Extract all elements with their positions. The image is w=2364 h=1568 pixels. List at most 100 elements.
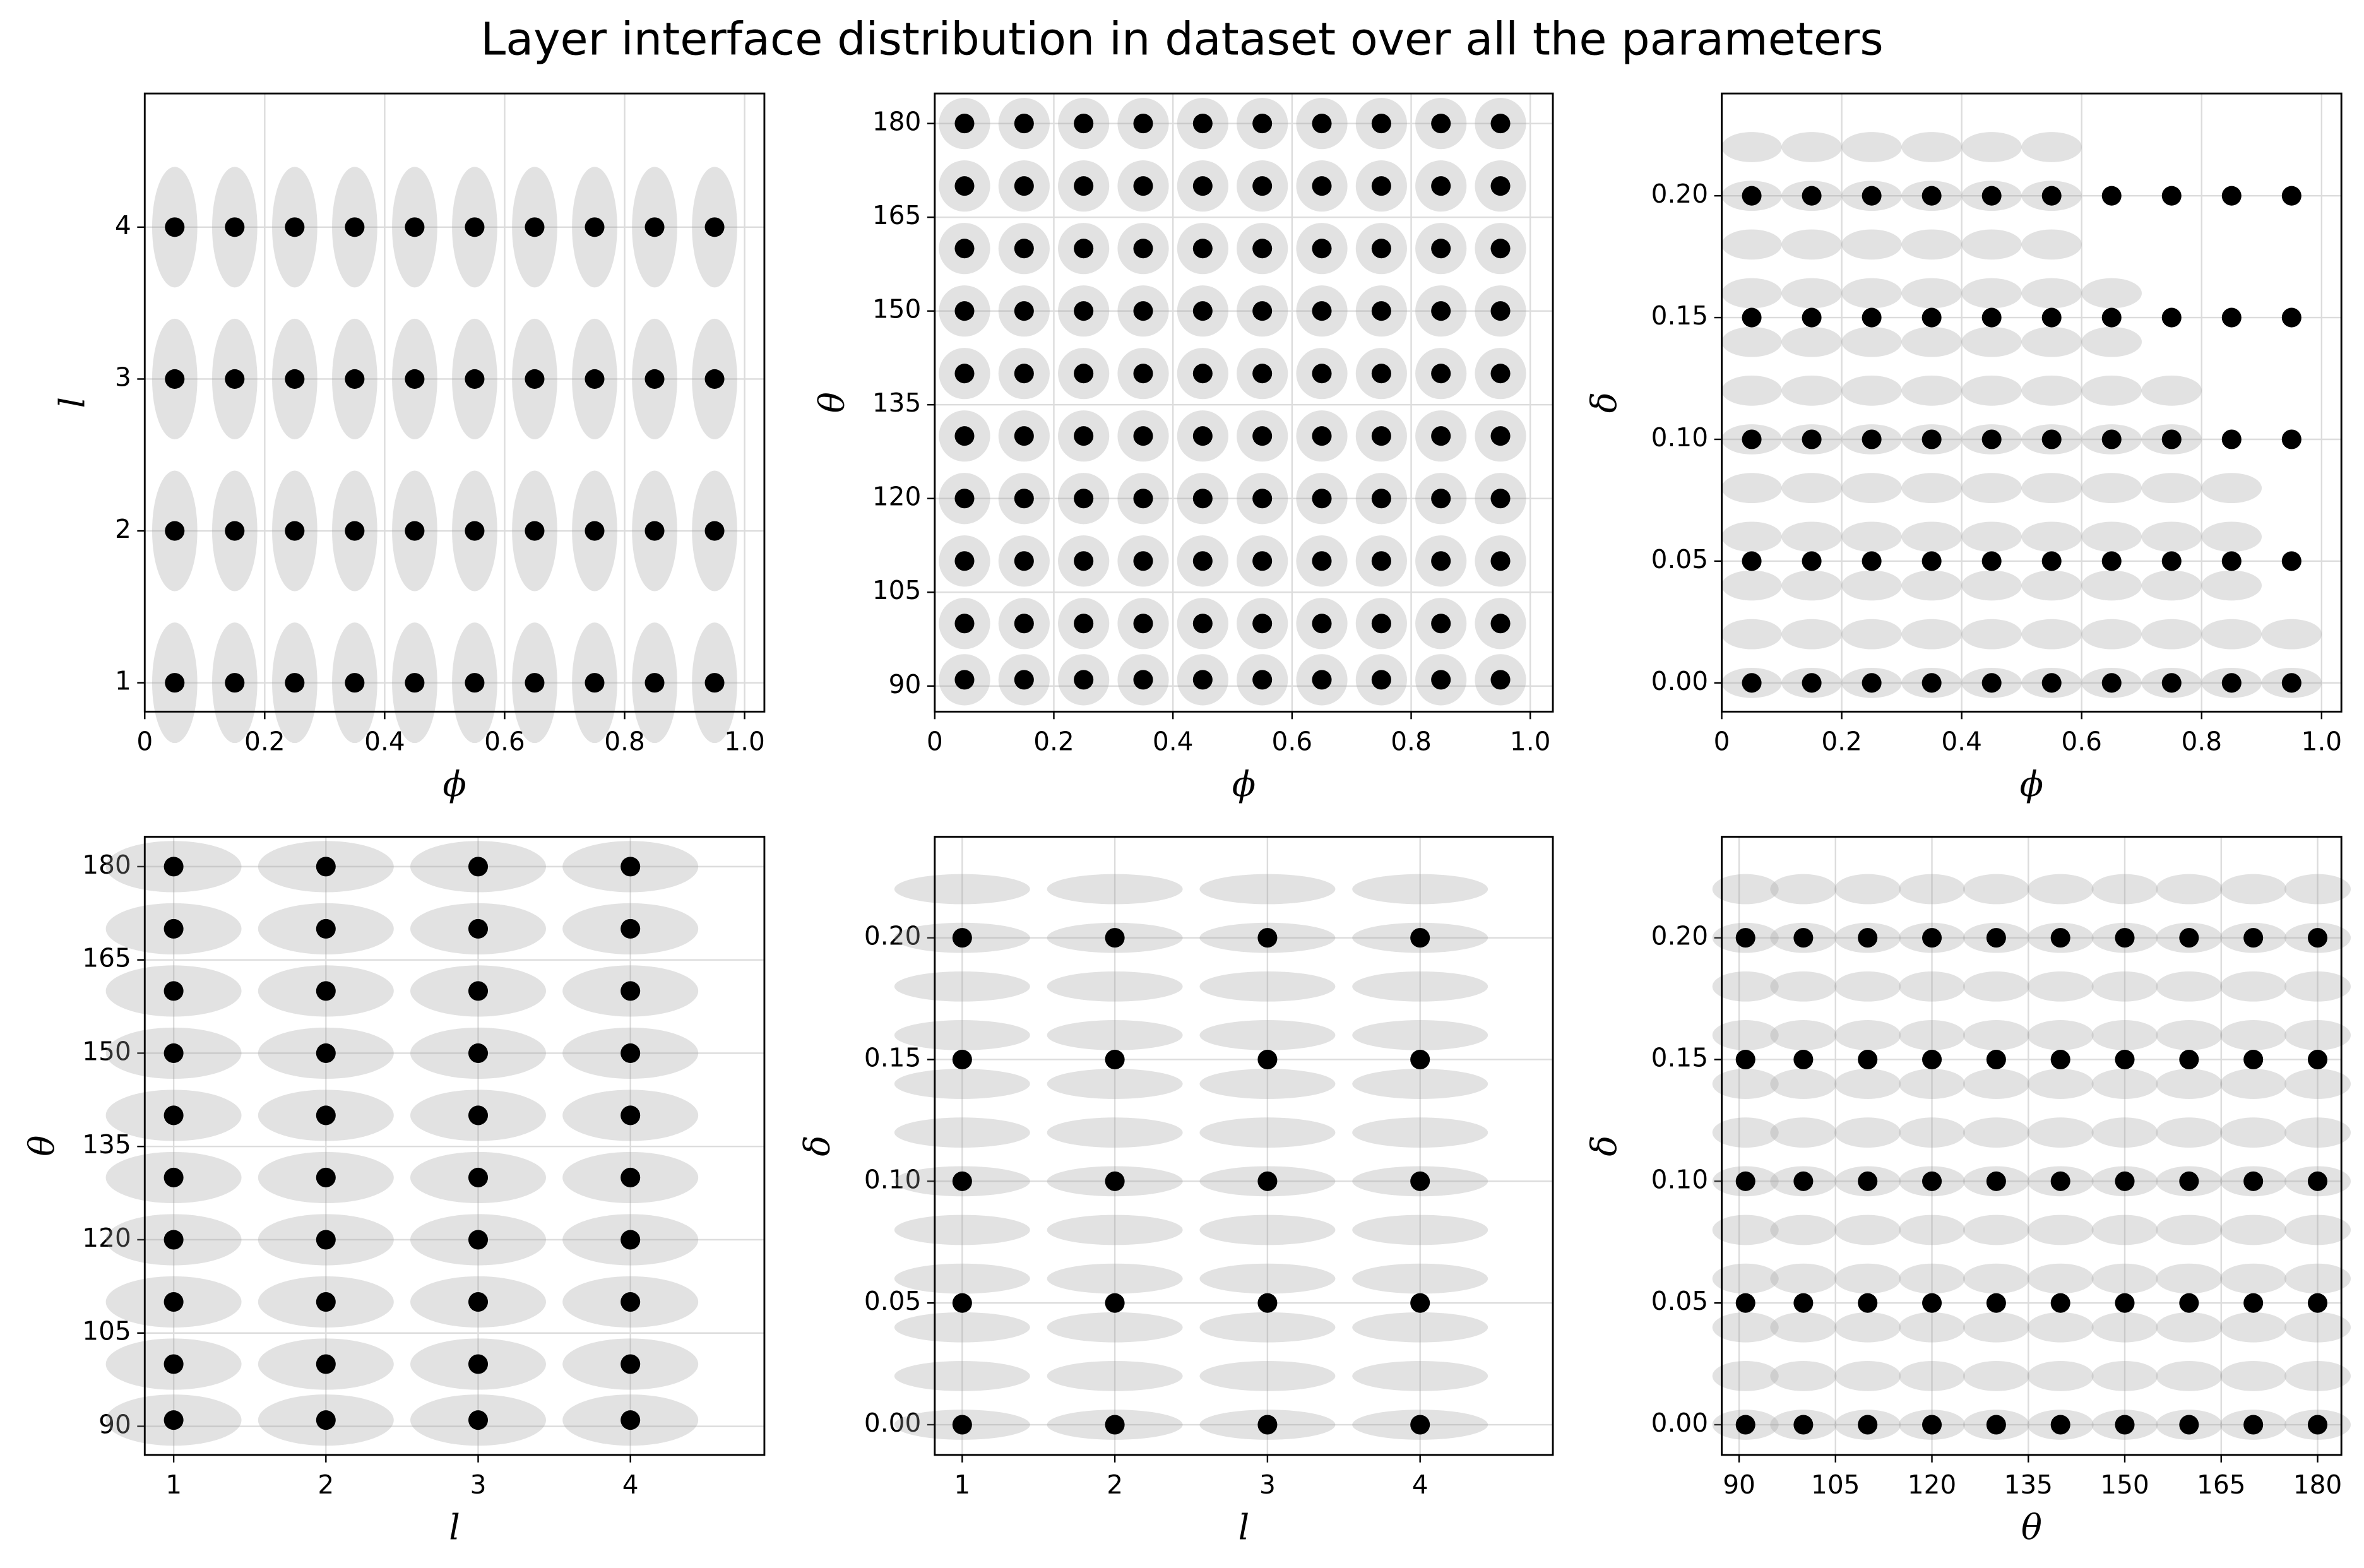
sample-point [2156, 874, 2223, 905]
axes-frame [143, 836, 766, 1456]
axes-frame [1721, 836, 2343, 1456]
sample-point [1834, 874, 1901, 905]
sample-point [1961, 473, 2022, 504]
x-tick-label: 90 [1723, 1470, 1755, 1500]
x-tick-label: 1.0 [1510, 727, 1551, 757]
sample-point [2091, 874, 2158, 905]
sample-point [1901, 326, 1962, 357]
grid-point [165, 369, 185, 389]
x-axis-label: l [449, 1507, 460, 1547]
y-tick-label: 105 [872, 575, 921, 605]
y-tick-label: 0.00 [1651, 666, 1708, 696]
grid-point [952, 1049, 972, 1070]
grid-point [1802, 551, 1822, 571]
grid-point [1074, 670, 1094, 690]
sample-point [2091, 1069, 2158, 1099]
sample-point [1199, 971, 1336, 1002]
grid-point [1490, 239, 1511, 259]
x-tick-label: 0.6 [1272, 727, 1313, 757]
grid-point [2243, 1049, 2264, 1070]
sample-point [1834, 1069, 1901, 1099]
grid-point [1986, 1049, 2006, 1070]
sample-point [1898, 971, 1966, 1002]
x-tick-label: 3 [470, 1470, 487, 1500]
grid-point [952, 928, 972, 948]
grid-point [621, 857, 641, 877]
sample-point [1961, 132, 2022, 162]
grid-point [2281, 429, 2302, 449]
grid-point [1431, 301, 1451, 321]
grid-point [1014, 301, 1034, 321]
y-tick-label: 0.05 [1651, 544, 1708, 574]
grid-point [468, 1105, 489, 1126]
grid-point [1490, 670, 1511, 690]
y-axis-label: δ [797, 1136, 837, 1156]
sample-point [1901, 375, 1962, 406]
grid-point [1858, 1293, 1878, 1313]
sample-point [1961, 521, 2022, 552]
sample-point [1901, 570, 1962, 601]
grid-point [954, 176, 975, 196]
sample-point [1834, 971, 1901, 1002]
grid-point [1922, 1171, 1942, 1191]
sample-point [2220, 1117, 2287, 1148]
sample-point [2081, 326, 2142, 357]
sample-point [2091, 1360, 2158, 1391]
grid-point [1431, 176, 1451, 196]
grid-point [1490, 489, 1511, 509]
grid-point [1133, 614, 1153, 634]
sample-point [1781, 326, 1842, 357]
sample-point [2021, 132, 2082, 162]
grid-point [1410, 928, 1430, 948]
grid-point [165, 673, 185, 693]
grid-point [1410, 1171, 1430, 1191]
sample-point [1047, 1069, 1183, 1099]
sample-point [894, 1117, 1030, 1148]
grid-point [1490, 426, 1511, 446]
sample-point [1721, 473, 1782, 504]
grid-point [2243, 1415, 2264, 1435]
grid-point [1371, 614, 1391, 634]
sample-point [1770, 874, 1837, 905]
grid-point [345, 369, 365, 389]
sample-point [1901, 229, 1962, 260]
grid-point [465, 217, 485, 237]
grid-point [1074, 426, 1094, 446]
grid-point [2041, 307, 2062, 328]
y-axis-label: δ [1584, 1136, 1624, 1156]
grid-point [2101, 307, 2122, 328]
grid-point [285, 369, 305, 389]
sample-point [1898, 1312, 1966, 1343]
grid-point [2243, 1171, 2264, 1191]
grid-point [1490, 176, 1511, 196]
sample-point [1712, 874, 1779, 905]
sample-point [894, 874, 1030, 905]
grid-point [225, 217, 245, 237]
grid-point [2221, 551, 2242, 571]
grid-point [316, 1354, 336, 1374]
grid-point [1192, 489, 1213, 509]
grid-point [2050, 1415, 2070, 1435]
sample-point [1721, 278, 1782, 309]
sample-point [1352, 874, 1488, 905]
axes-frame [934, 92, 1554, 713]
y-tick-label: 0.10 [1651, 1164, 1708, 1194]
x-tick-label: 1.0 [724, 727, 765, 757]
grid-point [1014, 670, 1034, 690]
grid-point [1257, 1293, 1278, 1313]
grid-point [1742, 551, 1762, 571]
grid-point [1431, 114, 1451, 134]
sample-point [1901, 473, 1962, 504]
sample-point [894, 1069, 1030, 1099]
sample-point [2081, 375, 2142, 406]
sample-point [1963, 1117, 2029, 1148]
sample-point [1047, 1263, 1183, 1294]
grid-point [1371, 670, 1391, 690]
grid-point [1371, 176, 1391, 196]
sample-point [1721, 326, 1782, 357]
sample-point [2027, 1360, 2094, 1391]
grid-point [2307, 928, 2328, 948]
grid-point [1981, 673, 2002, 693]
grid-point [952, 1293, 972, 1313]
